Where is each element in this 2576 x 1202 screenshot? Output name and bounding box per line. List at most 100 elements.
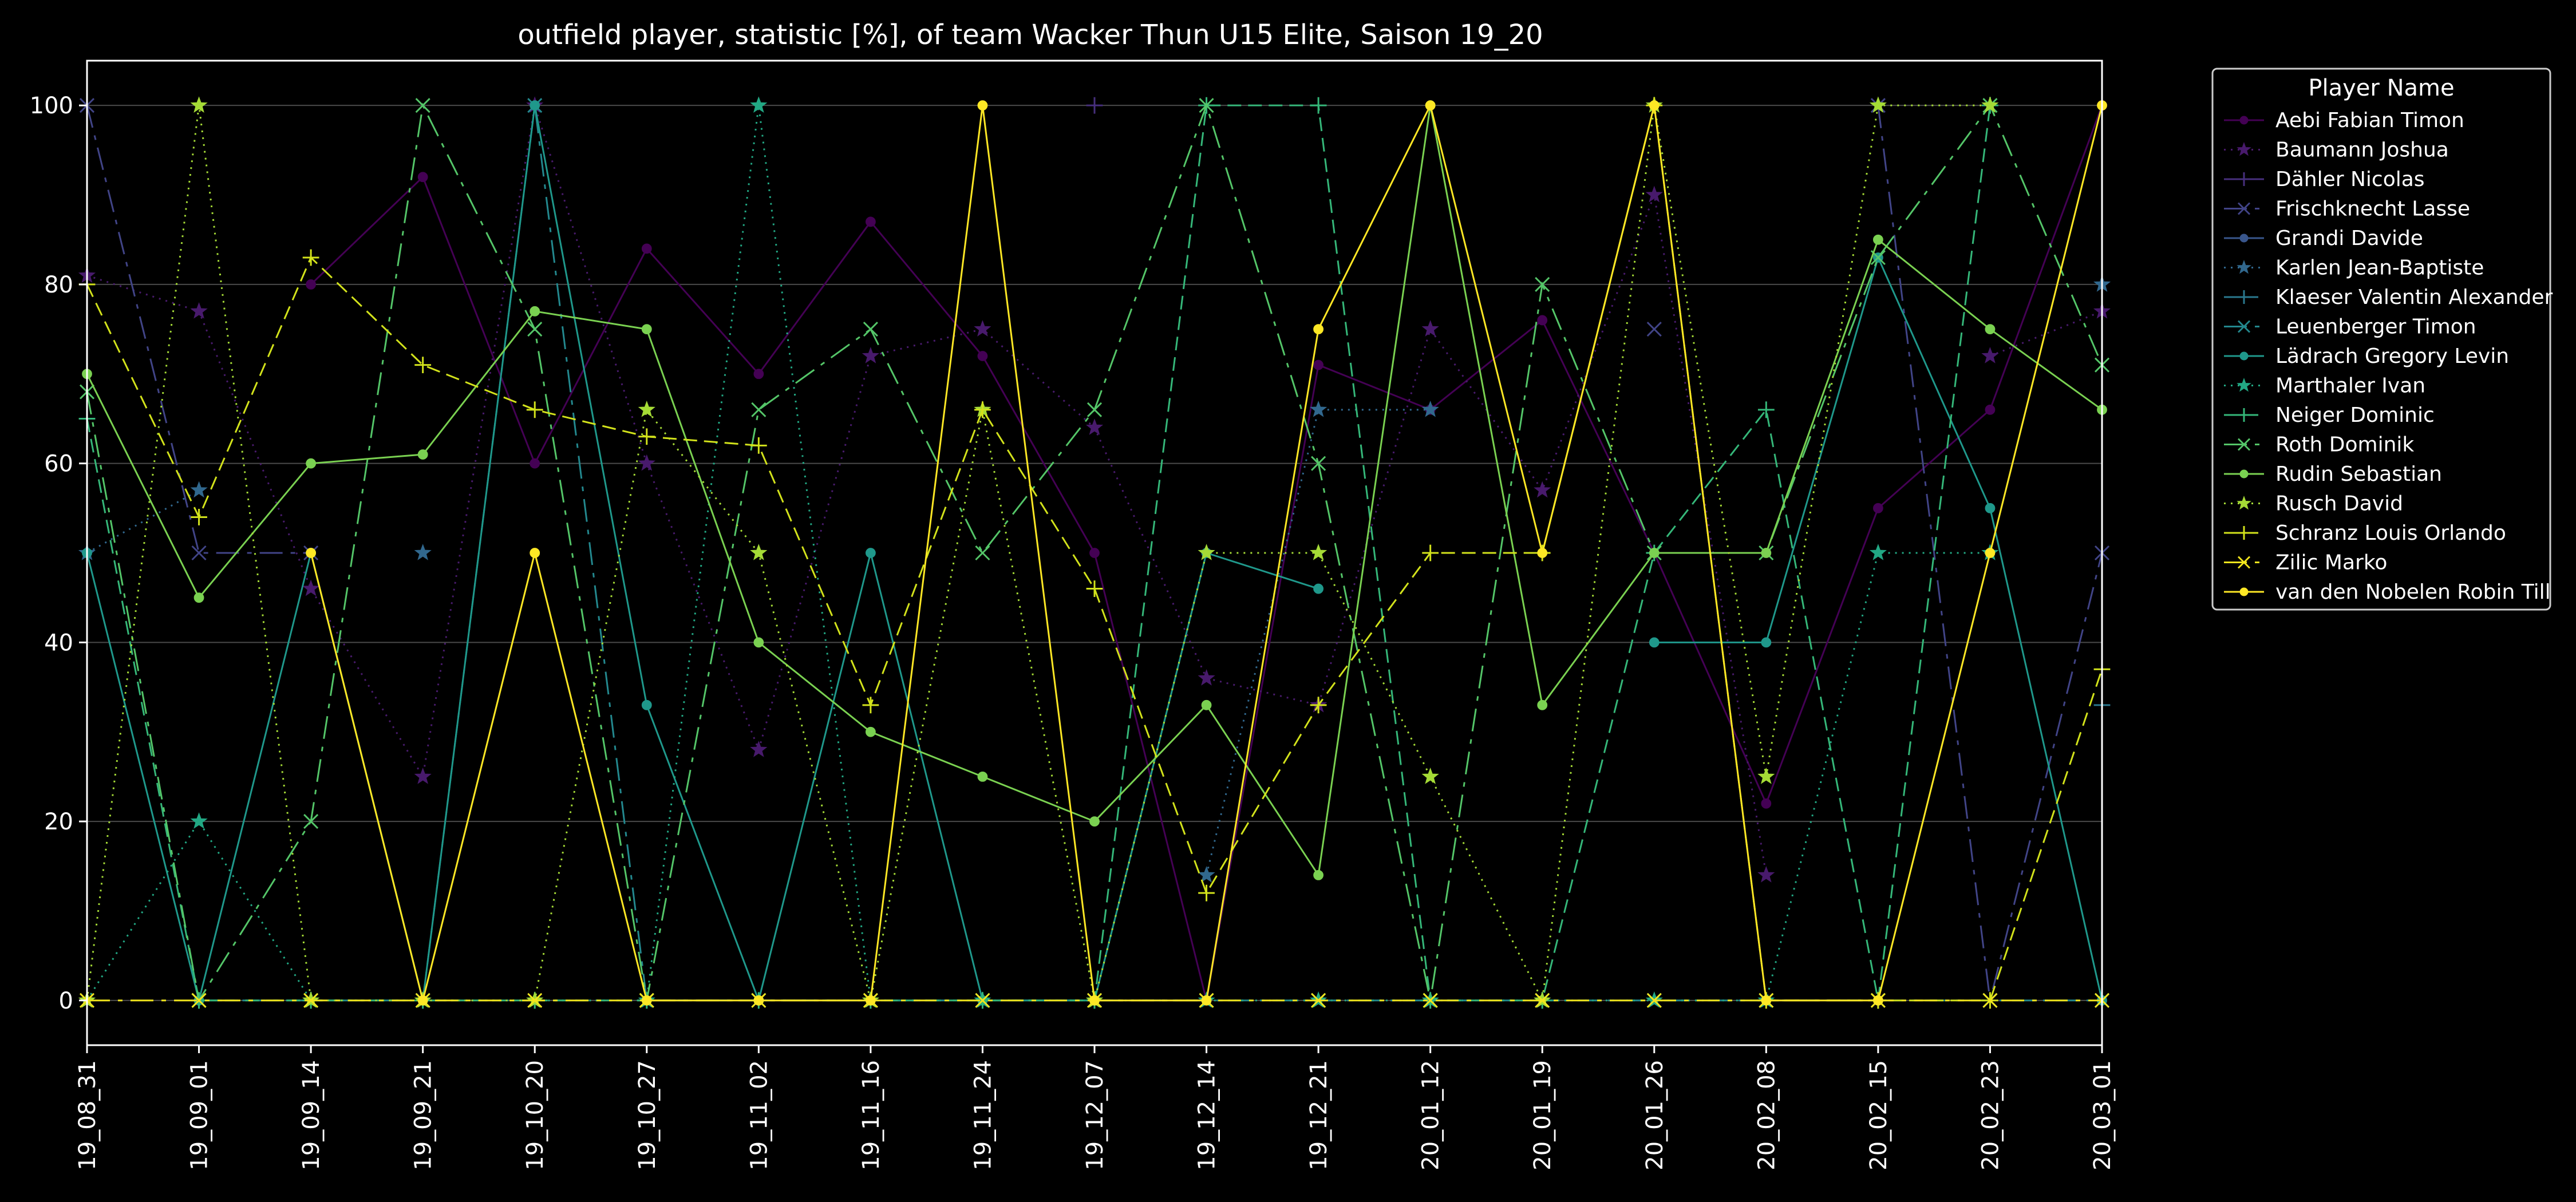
data-point <box>191 993 207 1008</box>
legend-item: Dähler Nicolas <box>2224 168 2425 191</box>
x-tick-label: 19_10_20 <box>522 1060 548 1171</box>
data-point <box>753 369 764 379</box>
legend-label: Rusch David <box>2275 492 2403 516</box>
data-point <box>1761 798 1772 809</box>
legend-label: Klaeser Valentin Alexander <box>2275 286 2553 309</box>
data-point <box>641 324 652 334</box>
data-point <box>862 347 879 363</box>
legend-item: Lädrach Gregory Levin <box>2224 345 2509 368</box>
series-line <box>86 104 1991 1002</box>
x-tick-label: 20_02_23 <box>1977 1060 2004 1171</box>
data-point <box>191 545 207 561</box>
data-point <box>1649 637 1660 648</box>
data-point <box>1981 96 1999 113</box>
legend-marker <box>2239 587 2249 596</box>
x-tick-label: 19_12_07 <box>1082 1060 1108 1171</box>
data-point <box>1089 995 1100 1006</box>
data-point <box>1310 544 1327 560</box>
x-tick-label: 20_01_19 <box>1530 1060 1556 1171</box>
legend-label: Roth Dominik <box>2275 433 2414 457</box>
legend-marker <box>2237 260 2251 274</box>
legend-label: Zilic Marko <box>2275 551 2387 575</box>
data-point <box>1313 324 1324 334</box>
data-point <box>638 454 655 471</box>
x-tick-label: 20_03_01 <box>2089 1060 2116 1171</box>
data-point <box>1757 866 1775 883</box>
data-point <box>1311 993 1326 1008</box>
x-tick-label: 20_02_08 <box>1753 1060 1780 1171</box>
x-axis: 19_08_31 19_09_01 19_09_14 19_09_21 19_10_20… <box>74 1045 2116 1171</box>
data-point <box>1757 401 1775 418</box>
data-point <box>1872 234 1883 245</box>
legend-marker <box>2237 320 2251 333</box>
legend-label: Leuenberger Timon <box>2275 315 2476 339</box>
data-point <box>1310 97 1327 114</box>
data-point <box>1646 993 1662 1008</box>
data-point <box>1425 100 1436 111</box>
series-line <box>1654 255 2103 1001</box>
data-point <box>414 544 432 560</box>
data-point <box>863 322 878 337</box>
data-point <box>1535 276 1550 292</box>
data-point <box>865 216 876 227</box>
data-point <box>1872 995 1883 1006</box>
x-tick-label: 19_09_14 <box>298 1060 325 1171</box>
data-point <box>1198 884 1215 902</box>
legend-marker <box>2237 496 2251 510</box>
data-point <box>974 401 991 418</box>
series-line <box>86 489 200 554</box>
legend: Player Name Aebi Fabian Timon Baumann Jos… <box>2211 68 2553 611</box>
data-point <box>1761 548 1772 558</box>
legend-item: Rusch David <box>2224 492 2403 516</box>
y-tick-label: 20 <box>44 809 73 835</box>
x-tick-label: 19_09_01 <box>187 1060 213 1171</box>
data-point <box>750 741 768 757</box>
x-tick-label: 19_09_21 <box>410 1060 437 1171</box>
data-point <box>527 322 543 337</box>
data-point <box>641 243 652 254</box>
data-point <box>417 449 428 460</box>
data-point <box>1757 768 1775 784</box>
data-point <box>414 357 432 374</box>
data-point <box>974 320 991 337</box>
data-point <box>1985 324 1996 334</box>
data-point <box>1982 993 1998 1008</box>
data-point <box>1089 816 1100 827</box>
legend-item: Schranz Louis Orlando <box>2224 521 2506 545</box>
data-point <box>414 768 432 784</box>
legend-item: van den Nobelen Robin Till <box>2224 580 2551 604</box>
data-point <box>1421 768 1439 784</box>
series-16 <box>306 100 2107 1006</box>
legend-marker <box>2237 172 2251 186</box>
legend-item: Klaeser Valentin Alexander <box>2224 286 2553 309</box>
series-12 <box>82 100 2107 880</box>
data-point <box>750 544 768 560</box>
legend-item: Aebi Fabian Timon <box>2224 109 2464 132</box>
data-point <box>977 772 988 782</box>
x-tick-label: 19_12_21 <box>1306 1060 1332 1171</box>
data-point <box>1423 993 1438 1008</box>
y-tick-label: 80 <box>44 272 73 298</box>
data-point <box>302 579 320 596</box>
data-point <box>303 993 319 1008</box>
legend-label: Baumann Joshua <box>2275 139 2449 162</box>
y-tick-label: 0 <box>59 988 73 1014</box>
series-layer <box>78 96 2111 1009</box>
data-point <box>1086 580 1103 597</box>
series-2 <box>1086 97 1103 114</box>
data-point <box>1310 697 1327 714</box>
data-point <box>862 697 879 714</box>
series-line <box>86 105 1767 876</box>
data-point <box>1869 96 1887 113</box>
data-point <box>526 401 543 418</box>
legend-label: Neiger Dominic <box>2275 404 2435 427</box>
data-point <box>303 814 319 829</box>
data-point <box>530 100 540 111</box>
data-point <box>638 428 655 445</box>
data-point <box>977 100 988 111</box>
legend-marker <box>2239 116 2249 125</box>
data-point <box>306 279 317 290</box>
y-tick-label: 40 <box>44 630 73 656</box>
data-point <box>190 812 208 829</box>
